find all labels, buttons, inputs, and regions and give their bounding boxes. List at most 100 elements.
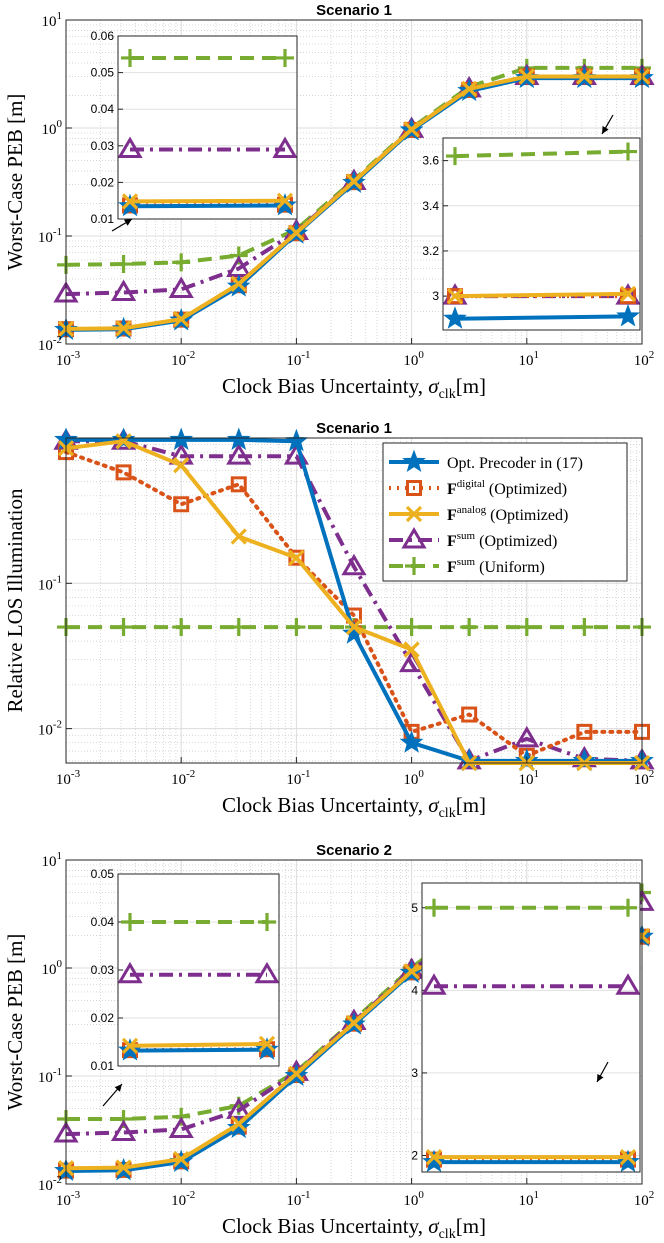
inset-data-point	[619, 1149, 637, 1166]
arrow-head	[597, 1074, 604, 1082]
data-point	[168, 1116, 194, 1138]
inset-data-point	[121, 1037, 139, 1054]
legend-marker	[401, 527, 427, 549]
inset-y-tick-label: 3.2	[422, 244, 439, 258]
data-point	[168, 276, 194, 298]
inset-data-point	[276, 48, 294, 67]
inset-y-tick-label: 0.01	[91, 212, 115, 226]
legend-item-opt-precoder-in-17: Opt. Precoder in (17)	[389, 449, 583, 473]
inset-data-point	[121, 913, 139, 931]
inset-y-tick-label: 0.04	[91, 915, 115, 929]
data-point	[226, 1115, 251, 1139]
chart-title: Scenario 2	[316, 842, 392, 859]
data-point	[115, 1159, 132, 1176]
inset-y-tick-label: 0.05	[91, 867, 115, 881]
x-label-symbol: σ	[428, 374, 440, 398]
y-tick-label: 100	[42, 118, 63, 138]
data-point	[345, 1014, 363, 1032]
data-point	[230, 528, 247, 545]
legend-label-suffix: (Optimized)	[485, 481, 567, 498]
x-tick-label: 102	[634, 349, 655, 369]
inset-data-point	[254, 961, 280, 984]
inset-data-point	[121, 48, 139, 67]
inset-border	[117, 873, 280, 1067]
x-tick-label: 102	[634, 1189, 655, 1209]
y-tick-label: 101	[42, 850, 63, 870]
data-point	[115, 320, 132, 337]
inset-y-tick-label: 4	[411, 983, 418, 997]
x-tick-label: 10-3	[56, 768, 81, 788]
annotation-arrow	[596, 1061, 609, 1083]
inset-series-f-sum-optimized	[421, 973, 641, 995]
x-label-text: Clock Bias Uncertainty,	[222, 374, 428, 398]
inset-series-f-sum-uniform	[425, 898, 637, 917]
inset-upper-left: 0.01 0.02 0.03 0.04 0.05 0.06	[91, 29, 298, 226]
inset-data-point	[446, 147, 464, 166]
legend-item-f-digital-optimized: Fdigital (Optimized)	[389, 478, 567, 498]
inset-series-f-analog-optimized	[446, 285, 637, 305]
inset-y-tick-label: 3.4	[422, 199, 439, 213]
x-tick-label: 10-2	[171, 349, 195, 369]
legend-marker	[402, 449, 426, 473]
data-point	[517, 618, 536, 637]
data-point	[111, 427, 136, 450]
x-tick-label: 10-3	[56, 1189, 81, 1209]
inset-series-line	[129, 1041, 268, 1048]
x-label-unit: [m]	[456, 793, 486, 817]
data-point	[230, 275, 247, 293]
x-tick-label: 10-2	[171, 768, 195, 788]
y-tick-label: 101	[42, 10, 63, 30]
legend-label-suffix: (Optimized)	[475, 533, 557, 550]
data-point	[402, 618, 421, 637]
data-point	[403, 121, 420, 138]
legend-label-suffix: (Optimized)	[486, 507, 568, 524]
inset-series-f-analog-optimized	[121, 192, 294, 210]
data-point	[288, 1065, 305, 1082]
inset-y-tick-label: 0.04	[91, 102, 115, 116]
x-label-sub: clk	[439, 806, 456, 821]
legend-label-sup: sum	[457, 530, 476, 542]
inset-data-point	[446, 287, 464, 305]
data-point	[114, 618, 133, 637]
data-point	[226, 443, 252, 465]
data-point	[576, 723, 593, 740]
inset-series-f-analog-optimized	[425, 1149, 637, 1166]
inset-series-f-sum-uniform	[121, 913, 276, 931]
arrow-head	[602, 126, 609, 134]
legend-label-sup: sum	[457, 556, 476, 568]
series-line	[64, 450, 644, 758]
legend-label: Fanalog (Optimized)	[447, 504, 568, 524]
inset-data-point	[272, 136, 298, 158]
legend-label-suffix: (Uniform)	[475, 559, 545, 576]
data-point	[576, 68, 593, 85]
x-tick-label: 10-1	[286, 1189, 310, 1209]
x-tick-label: 102	[634, 768, 655, 788]
inset-y-tick-label: 3	[432, 289, 439, 303]
inset-series-f-sum-uniform	[121, 48, 294, 67]
inset-series-opt-precoder-in-17	[118, 1037, 279, 1061]
legend-label: Fsum (Uniform)	[447, 556, 545, 576]
data-point	[514, 725, 540, 748]
data-point	[115, 464, 132, 481]
legend-label-base: Opt. Precoder in (17)	[447, 455, 583, 472]
inset-data-point	[421, 973, 447, 995]
inset-data-point	[619, 142, 637, 161]
inset-y-tick-label: 0.06	[91, 29, 115, 43]
inset-border	[421, 882, 641, 1173]
data-point	[341, 553, 367, 576]
data-point	[229, 246, 248, 265]
inset-series-line	[454, 149, 629, 159]
inset-series-line	[454, 291, 629, 299]
inset-data-point	[619, 285, 637, 302]
data-point	[230, 476, 247, 493]
inset-y-tick-label: 0.03	[91, 963, 115, 977]
chart-title: Scenario 1	[316, 420, 392, 437]
data-point	[115, 433, 132, 450]
x-label-sub: clk	[439, 387, 456, 402]
inset-y-tick-label: 0.03	[91, 139, 115, 153]
data-point	[226, 427, 251, 450]
axes-frame	[65, 437, 643, 764]
x-tick-label: 10-2	[171, 1189, 195, 1209]
x-label-text: Clock Bias Uncertainty,	[222, 793, 428, 817]
